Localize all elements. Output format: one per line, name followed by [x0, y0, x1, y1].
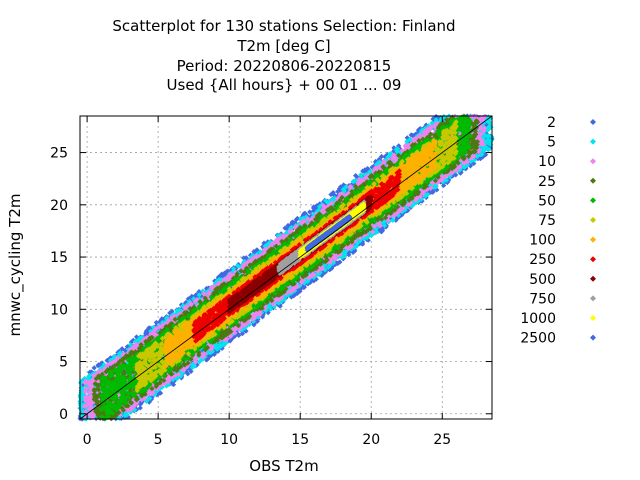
data-point: [335, 188, 341, 195]
data-point: [441, 182, 447, 189]
data-point: [247, 252, 254, 258]
data-point: [369, 164, 375, 170]
data-point: [215, 274, 222, 280]
data-point: [137, 405, 143, 411]
data-point: [170, 381, 177, 388]
data-point: [346, 248, 352, 255]
data-point: [320, 260, 326, 266]
data-point: [145, 327, 151, 333]
data-point: [153, 319, 159, 326]
data-point: [243, 328, 249, 334]
data-point: [294, 215, 301, 222]
chart-title-line-2: T2m [deg C]: [236, 37, 330, 55]
data-point: [290, 293, 297, 299]
data-point: [393, 217, 399, 223]
data-point: [284, 225, 290, 232]
data-point: [183, 300, 189, 306]
data-point: [260, 245, 267, 251]
data-point: [221, 273, 227, 279]
data-point: [91, 365, 97, 371]
data-point: [288, 294, 294, 300]
data-point: [125, 414, 131, 420]
data-point: [319, 272, 325, 279]
data-point: [354, 174, 360, 180]
data-point: [350, 249, 356, 255]
data-point: [192, 293, 198, 299]
data-point: [430, 187, 436, 193]
data-point: [178, 302, 185, 308]
data-point: [241, 255, 247, 261]
data-point: [259, 314, 266, 320]
data-point: [310, 208, 317, 214]
data-point: [404, 135, 410, 141]
data-point: [193, 292, 199, 298]
chart-title-line-3: Period: 20220806-20220815: [177, 57, 392, 75]
data-point: [196, 289, 202, 295]
data-point: [194, 362, 200, 368]
data-point: [89, 369, 95, 375]
data-point: [169, 308, 175, 314]
data-point: [311, 204, 317, 210]
data-point: [379, 228, 386, 234]
data-point: [379, 224, 385, 230]
data-point: [337, 187, 344, 193]
data-point: [221, 270, 227, 276]
data-point: [394, 215, 400, 221]
data-point: [225, 268, 231, 274]
data-point: [183, 369, 190, 375]
data-point: [243, 255, 249, 261]
data-point: [478, 154, 484, 160]
data-point: [332, 192, 338, 199]
data-point: [313, 276, 319, 282]
data-point: [157, 390, 164, 396]
data-point: [138, 399, 144, 405]
data-point: [429, 189, 435, 195]
data-point: [483, 152, 489, 158]
data-point: [453, 172, 459, 178]
data-point: [261, 240, 267, 246]
data-point: [430, 116, 436, 122]
data-point: [187, 295, 193, 302]
data-point: [291, 220, 297, 226]
data-point: [219, 271, 225, 277]
data-point: [205, 356, 211, 362]
data-point: [236, 332, 242, 339]
data-point: [95, 362, 101, 368]
data-points: [77, 113, 495, 422]
data-point: [364, 165, 371, 172]
data-point: [445, 179, 451, 185]
data-point: [189, 299, 195, 305]
data-point: [362, 167, 368, 173]
data-point: [187, 366, 193, 372]
data-point: [307, 209, 313, 215]
data-point: [80, 382, 87, 388]
data-point: [352, 180, 358, 186]
data-point: [156, 326, 162, 332]
data-point: [350, 181, 356, 187]
data-point: [346, 252, 352, 258]
chart-title-line-1: Scatterplot for 130 stations Selection: …: [112, 17, 455, 35]
data-point: [379, 153, 385, 160]
data-point: [335, 260, 341, 266]
data-point: [130, 337, 136, 343]
data-point: [189, 359, 195, 365]
chart-title-line-4: Used {All hours} + 00 01 ... 09: [167, 76, 402, 94]
data-point: [396, 143, 402, 149]
data-point: [471, 160, 477, 167]
